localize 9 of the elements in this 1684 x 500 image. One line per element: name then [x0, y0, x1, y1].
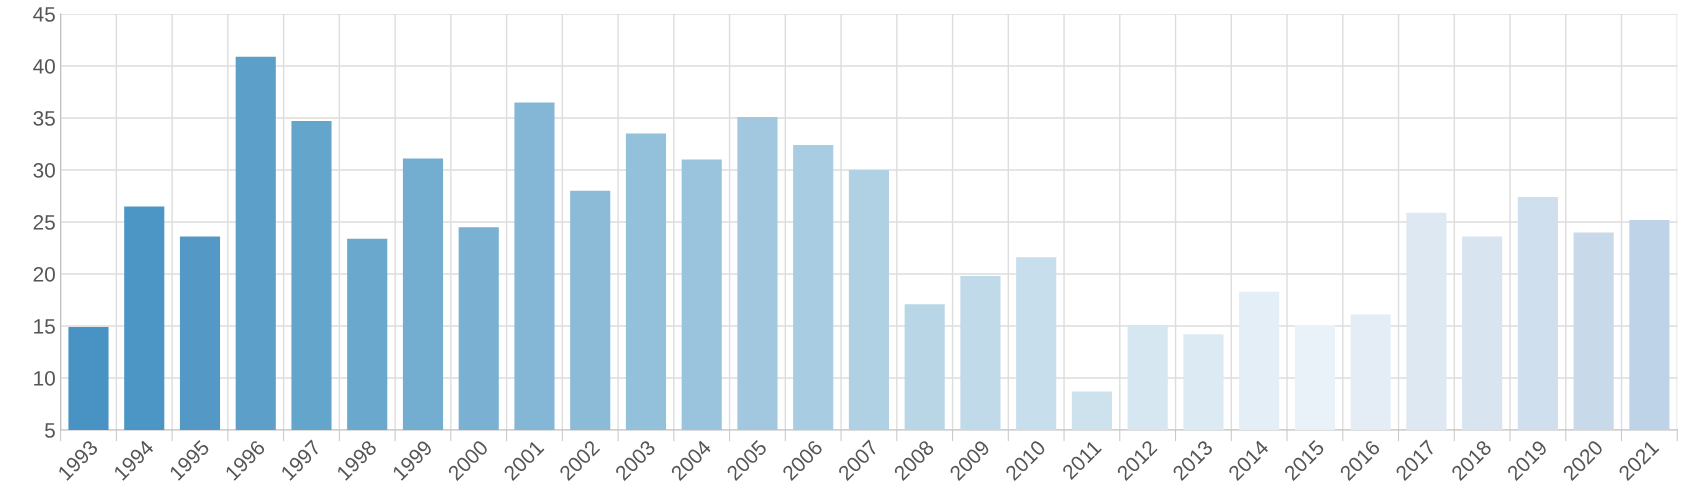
y-tick-label: 40: [33, 59, 55, 74]
y-tick-label: 45: [33, 7, 55, 22]
y-tick-label: 5: [45, 423, 55, 438]
y-tick-label: 10: [34, 371, 55, 386]
y-tick-label: 20: [33, 267, 55, 282]
y-tick-label: 15: [34, 319, 55, 334]
y-tick-label: 35: [33, 111, 55, 126]
y-tick-label: 25: [33, 215, 55, 230]
y-tick-label: 30: [33, 163, 55, 178]
